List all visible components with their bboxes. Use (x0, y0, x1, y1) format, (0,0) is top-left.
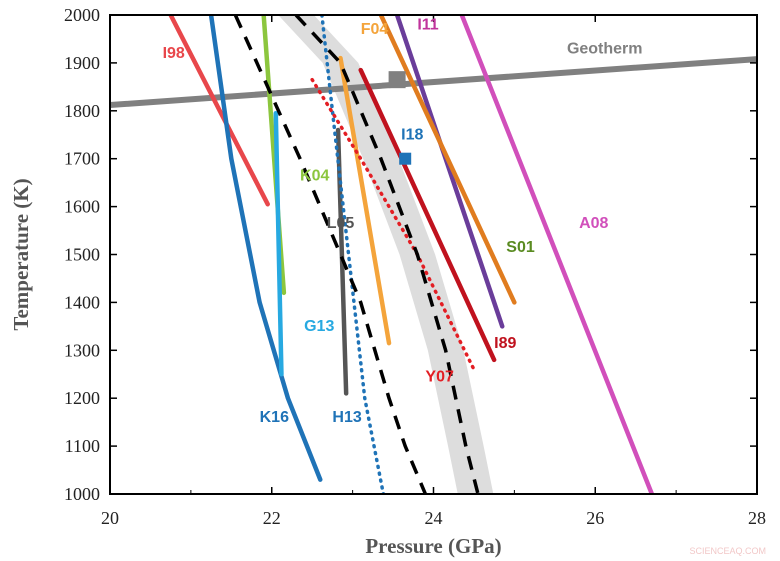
series-label-y07: Y07 (425, 368, 454, 385)
line-y07 (310, 77, 476, 372)
line-i89 (358, 67, 497, 363)
y-axis-title: Temperature (K) (9, 178, 33, 330)
dashed-boundary-line-2 (294, 15, 480, 494)
series-label-i11: I11 (417, 16, 438, 33)
markers (388, 71, 412, 165)
series-label-l05: L05 (327, 215, 355, 232)
x-tick-label: 20 (101, 508, 119, 528)
x-tick-label: 26 (586, 508, 604, 528)
line-k16 (208, 15, 323, 482)
y-tick-label: 1600 (64, 197, 100, 217)
series-label-f04: F04 (361, 21, 389, 38)
y-tick-label: 2000 (64, 5, 100, 25)
y-tick-label: 1700 (64, 149, 100, 169)
x-axis-title: Pressure (GPa) (365, 534, 501, 558)
series-label-i89: I89 (494, 335, 516, 352)
y-tick-label: 1800 (64, 101, 100, 121)
line-g13 (273, 110, 284, 377)
y-tick-label: 1100 (65, 436, 100, 456)
line-h13 (320, 15, 386, 494)
y-tick-label: 1500 (64, 245, 100, 265)
axis-ticks: 20 22 24 26 28 1000 1100 1200 1300 1400 1500 1600 17… (64, 5, 766, 528)
line-i11 (394, 15, 505, 329)
series-lines (110, 15, 757, 494)
y-tick-label: 1300 (64, 340, 100, 360)
geotherm-marker-1 (388, 71, 406, 89)
series-label-a08: A08 (579, 215, 608, 232)
x-tick-label: 28 (748, 508, 766, 528)
x-tick-label: 24 (425, 508, 443, 528)
x-tick-label: 22 (263, 508, 281, 528)
line-f04 (338, 55, 392, 346)
uncertainty-band (278, 15, 494, 494)
y-tick-label: 1000 (64, 484, 100, 504)
series-labels: Geotherm I98 K16 K04 G13 L05 H13 F04 Y07 I18 I89 I1… (163, 16, 643, 426)
watermark: SCIENCEAQ.COM (689, 546, 766, 556)
y-tick-label: 1900 (64, 53, 100, 73)
line-geotherm (110, 56, 757, 109)
series-label-k04: K04 (300, 167, 329, 184)
series-label-i98: I98 (163, 45, 185, 62)
line-a08 (459, 15, 655, 494)
series-label-geotherm: Geotherm (567, 40, 643, 57)
series-label-k16: K16 (260, 409, 289, 426)
series-label-g13: G13 (304, 318, 334, 335)
series-label-h13: H13 (332, 409, 361, 426)
uncertainty-band-shape (278, 15, 494, 494)
line-i98 (168, 15, 270, 207)
y-tick-label: 1200 (64, 388, 100, 408)
line-s01 (378, 15, 517, 305)
dashed-boundary-line-1 (233, 15, 428, 494)
y-tick-label: 1400 (64, 292, 100, 312)
series-label-i18: I18 (401, 127, 423, 144)
marker-i18 (399, 152, 412, 165)
series-label-s01: S01 (506, 239, 535, 256)
